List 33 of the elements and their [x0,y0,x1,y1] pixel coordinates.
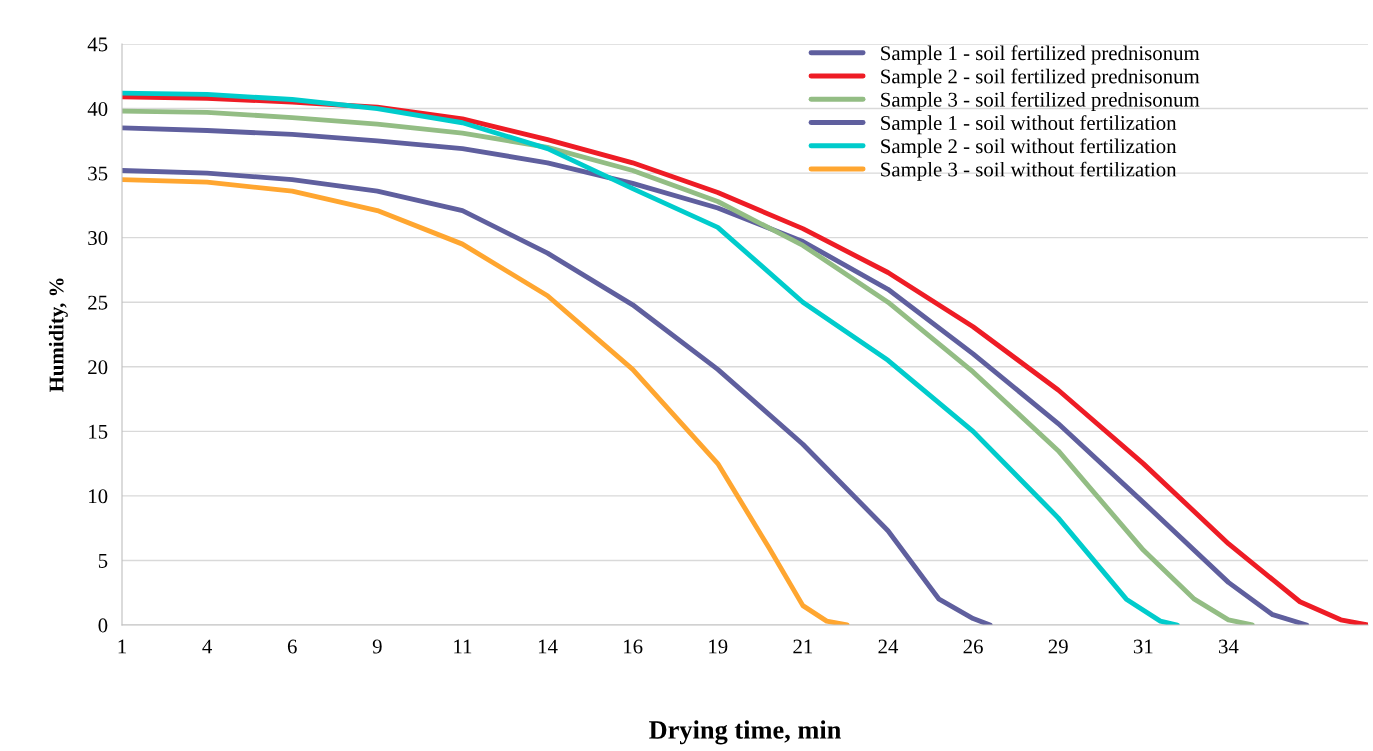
x-tick-label: 19 [709,639,728,654]
x-axis-title: Drying time, min [649,720,841,745]
x-tick-label: 31 [1133,639,1153,654]
y-tick-label: 0 [98,618,108,633]
y-tick-label: 10 [89,489,108,504]
x-tick-label: 11 [454,639,472,654]
x-tick-label: 1 [118,639,126,654]
x-tick-label: 16 [624,639,643,654]
y-axis-title: Humidity, % [48,278,68,393]
y-tick-label: 5 [98,554,108,568]
y-tick-label: 40 [87,101,108,116]
x-tick-label: 29 [1048,639,1068,654]
y-tick-label: 35 [88,166,108,181]
x-tick-label: 26 [963,639,983,654]
x-tick-label: 9 [372,639,382,654]
y-tick-label: 25 [88,295,108,310]
y-tick-label: 15 [89,424,108,439]
legend-label: Sample 2 - soil fertilized prednisonum [881,68,1200,88]
x-tick-label: 6 [287,639,297,654]
x-tick-label: 21 [793,639,813,654]
legend-label: Sample 3 - soil without fertilization [881,161,1177,181]
x-tick-label: 4 [202,639,212,654]
x-tick-label: 34 [1219,639,1239,654]
legend-label: Sample 3 - soil fertilized prednisonum [881,91,1200,111]
x-tick-label: 24 [878,639,899,654]
legend-label: Sample 1 - soil without fertilization [881,115,1177,135]
legend-label: Sample 2 - soil without fertilization [881,138,1177,158]
legend-label: Sample 1 - soil fertilized prednisonum [881,45,1200,65]
y-tick-label: 30 [88,231,108,246]
y-tick-label: 45 [87,37,108,52]
x-tick-label: 14 [538,639,558,654]
y-tick-label: 20 [88,360,108,375]
line-series [122,177,850,625]
